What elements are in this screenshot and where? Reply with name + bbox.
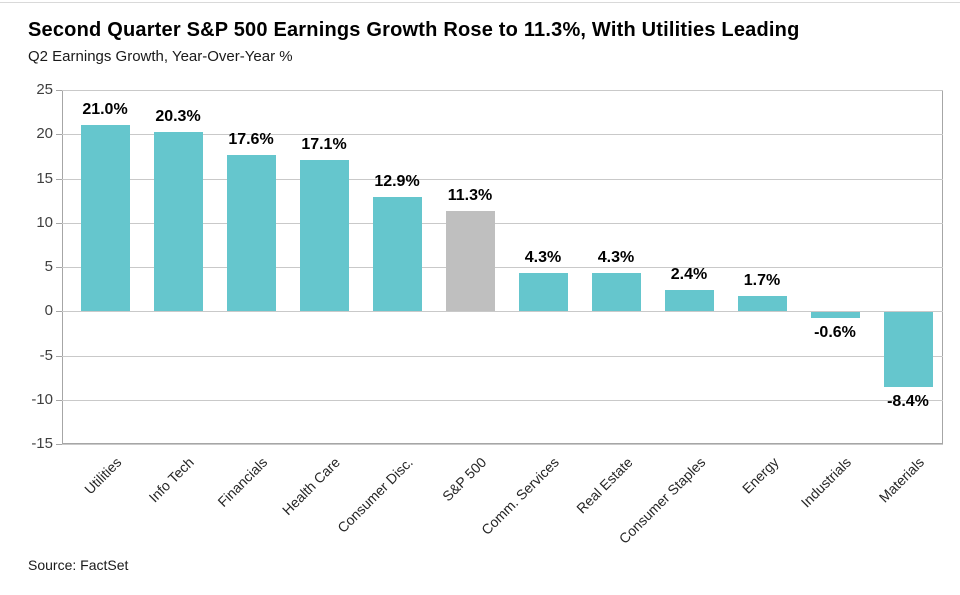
y-axis-tick [56, 90, 62, 91]
bar-real-estate [591, 273, 641, 312]
y-axis-tick-label: 5 [44, 258, 53, 275]
x-axis-category-label: Industrials [797, 454, 855, 511]
x-axis-category-label: Health Care [279, 454, 344, 519]
bar-energy [737, 296, 787, 312]
bar-utilities [80, 125, 130, 312]
x-axis-category-label: S&P 500 [439, 454, 490, 505]
bar-financials [226, 155, 276, 312]
x-axis-category-label: Utilities [81, 454, 125, 498]
x-axis-category-label: Energy [738, 454, 782, 497]
bar-s-p-500 [445, 211, 495, 312]
bar-value-label: 21.0% [82, 101, 128, 119]
x-axis-category-label: Info Tech [146, 454, 198, 506]
bar-value-label: 20.3% [155, 107, 201, 125]
top-divider [0, 2, 960, 3]
x-axis-category-label: Comm. Services [478, 454, 563, 538]
x-axis-category-label: Consumer Disc. [334, 454, 417, 536]
x-axis-category-label: Financials [214, 454, 271, 510]
bar-value-label: 17.1% [301, 135, 347, 153]
y-axis-tick-label: 25 [36, 81, 53, 98]
gridline [62, 355, 943, 357]
y-axis-tick-label: -15 [31, 435, 53, 452]
x-axis-category-label: Materials [875, 454, 928, 506]
y-axis-tick [56, 178, 62, 180]
bar-value-label: 17.6% [228, 131, 274, 149]
gridline [62, 222, 943, 224]
bar-value-label: 12.9% [374, 173, 420, 191]
y-axis-tick [56, 399, 62, 401]
bar-materials [883, 312, 933, 387]
bar-info-tech [153, 131, 203, 312]
bar-health-care [299, 159, 349, 312]
gridline [62, 311, 943, 313]
bar-value-label: 4.3% [597, 249, 635, 267]
bar-value-label: 4.3% [524, 249, 562, 267]
bar-value-label: 2.4% [670, 266, 708, 283]
y-axis-tick-label: 15 [36, 169, 53, 187]
y-axis-tick-label: 20 [36, 125, 53, 143]
bar-value-label: -0.6% [814, 323, 856, 341]
y-axis-tick-label: 10 [36, 213, 53, 231]
y-axis-tick-label: -10 [31, 390, 53, 408]
bar-value-label: -8.4% [887, 392, 929, 410]
y-axis-tick-label: -5 [39, 346, 53, 364]
gridline [62, 444, 943, 445]
bar-consumer-disc- [372, 197, 422, 312]
y-axis-tick [56, 444, 62, 445]
gridline [62, 399, 943, 401]
bar-value-label: 11.3% [447, 187, 493, 205]
bar-comm-services [518, 273, 568, 312]
bar-value-label: 1.7% [743, 272, 781, 290]
gridline [62, 134, 943, 136]
x-axis-category-label: Real Estate [572, 454, 636, 517]
bar-industrials [810, 312, 860, 318]
gridline [62, 178, 943, 180]
bar-consumer-staples [664, 290, 714, 312]
y-axis-tick-label: 0 [44, 302, 53, 320]
y-axis-tick [56, 355, 62, 357]
source-note: Source: FactSet [28, 557, 129, 573]
chart-subtitle: Q2 Earnings Growth, Year-Over-Year % [28, 48, 293, 65]
chart-title: Second Quarter S&P 500 Earnings Growth R… [28, 19, 800, 41]
y-axis-tick [56, 222, 62, 224]
y-axis-tick [56, 311, 62, 313]
gridline [62, 267, 943, 268]
y-axis-tick [56, 134, 62, 136]
y-axis-tick [56, 267, 62, 268]
gridline [62, 90, 943, 91]
